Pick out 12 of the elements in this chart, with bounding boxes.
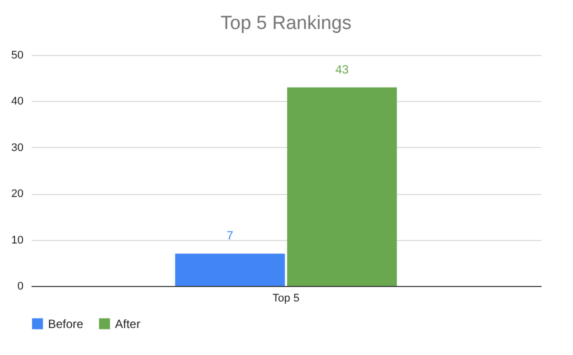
data-label: 7 xyxy=(226,228,234,243)
legend-label: After xyxy=(115,316,140,331)
y-tick-label: 50 xyxy=(11,50,24,62)
legend-label: Before xyxy=(48,316,84,331)
y-tick-label: 10 xyxy=(11,234,24,246)
chart-title: Top 5 Rankings xyxy=(220,13,352,34)
y-tick-label: 30 xyxy=(11,142,24,154)
data-label: 43 xyxy=(335,62,349,76)
x-tick-label: Top 5 xyxy=(272,292,300,304)
y-tick-label: 0 xyxy=(17,280,24,292)
y-tick-label: 20 xyxy=(11,188,24,200)
y-tick-label: 40 xyxy=(11,96,24,108)
